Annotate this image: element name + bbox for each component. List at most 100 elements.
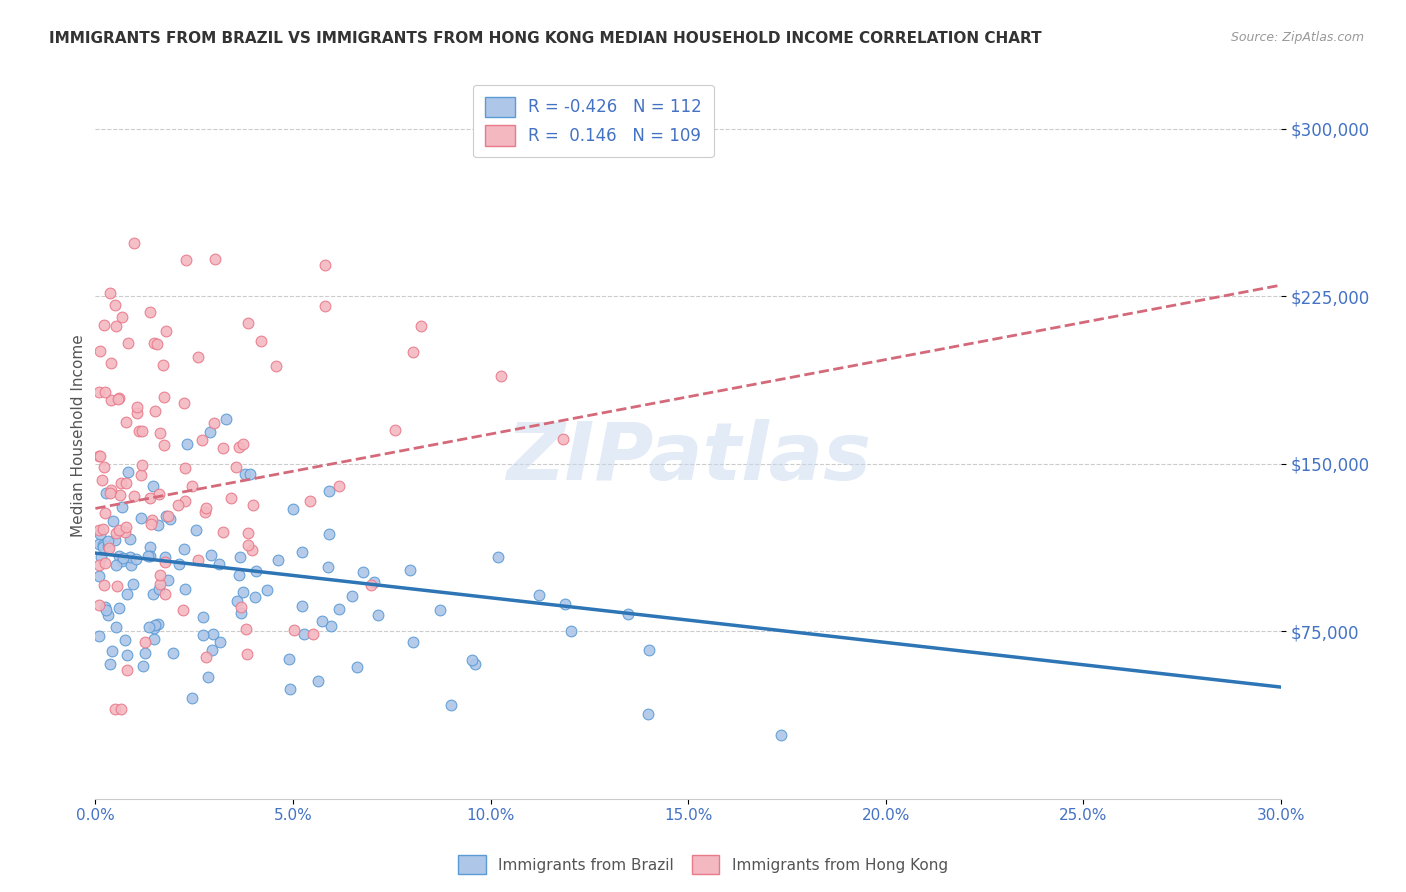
Point [232, 585, 254, 599]
Point [146, 336, 169, 351]
Point [100, 644, 122, 658]
Point [402, 635, 425, 649]
Point [91, 541, 114, 555]
Point [314, 300, 336, 314]
Point [89, 526, 111, 541]
Point [104, 702, 127, 716]
Point [346, 660, 368, 674]
Point [352, 565, 374, 579]
Point [122, 235, 145, 250]
Point [152, 390, 174, 404]
Point [128, 424, 150, 438]
Point [107, 392, 129, 406]
Point [299, 493, 322, 508]
Point [104, 558, 127, 572]
Point [149, 425, 172, 440]
Point [153, 587, 176, 601]
Point [97, 541, 120, 555]
Point [120, 533, 142, 547]
Point [117, 466, 139, 480]
Point [204, 252, 226, 266]
Point [108, 487, 131, 501]
Point [464, 657, 486, 672]
Point [105, 526, 128, 541]
Point [110, 702, 132, 716]
Point [89, 450, 111, 464]
Point [162, 646, 184, 660]
Point [131, 458, 153, 472]
Point [225, 460, 247, 475]
Point [146, 518, 169, 533]
Point [233, 467, 256, 481]
Point [98, 285, 121, 300]
Point [139, 549, 162, 564]
Point [193, 610, 215, 624]
Point [114, 525, 136, 540]
Point [142, 587, 165, 601]
Point [97, 533, 120, 548]
Point [89, 569, 111, 583]
Point [115, 416, 138, 430]
Point [194, 505, 217, 519]
Point [91, 523, 114, 537]
Point [97, 539, 120, 553]
Point [89, 384, 111, 399]
Point [200, 548, 222, 562]
Point [91, 474, 114, 488]
Point [401, 345, 423, 359]
Point [89, 629, 111, 643]
Point [190, 433, 212, 447]
Point [94, 600, 117, 615]
Point [93, 578, 115, 592]
Point [219, 491, 242, 506]
Point [108, 549, 131, 563]
Point [156, 573, 179, 587]
Point [491, 368, 513, 383]
Point [100, 483, 122, 498]
Point [89, 537, 111, 551]
Point [155, 324, 177, 338]
Point [111, 310, 134, 324]
Point [111, 554, 134, 568]
Point [125, 552, 148, 566]
Point [104, 533, 127, 548]
Point [139, 541, 162, 555]
Point [107, 524, 129, 538]
Point [100, 392, 122, 407]
Point [292, 627, 315, 641]
Point [235, 622, 257, 636]
Point [143, 618, 166, 632]
Point [117, 587, 139, 601]
Point [93, 459, 115, 474]
Point [236, 538, 259, 552]
Point [236, 316, 259, 330]
Point [318, 560, 340, 574]
Point [174, 252, 197, 267]
Point [176, 437, 198, 451]
Point [201, 643, 224, 657]
Point [250, 334, 273, 348]
Point [153, 549, 176, 564]
Point [191, 628, 214, 642]
Point [173, 541, 195, 556]
Point [291, 545, 314, 559]
Point [638, 643, 661, 657]
Point [104, 620, 127, 634]
Point [148, 487, 170, 501]
Point [112, 550, 135, 565]
Point [146, 617, 169, 632]
Point [155, 508, 177, 523]
Point [104, 298, 127, 312]
Point [195, 650, 218, 665]
Point [89, 598, 111, 612]
Point [440, 698, 463, 712]
Point [105, 579, 128, 593]
Legend: R = -0.426   N = 112, R =  0.146   N = 109: R = -0.426 N = 112, R = 0.146 N = 109 [474, 85, 713, 157]
Point [103, 514, 125, 528]
Point [363, 575, 385, 590]
Point [108, 601, 131, 615]
Point [105, 318, 128, 333]
Point [114, 632, 136, 647]
Point [201, 626, 224, 640]
Point [134, 646, 156, 660]
